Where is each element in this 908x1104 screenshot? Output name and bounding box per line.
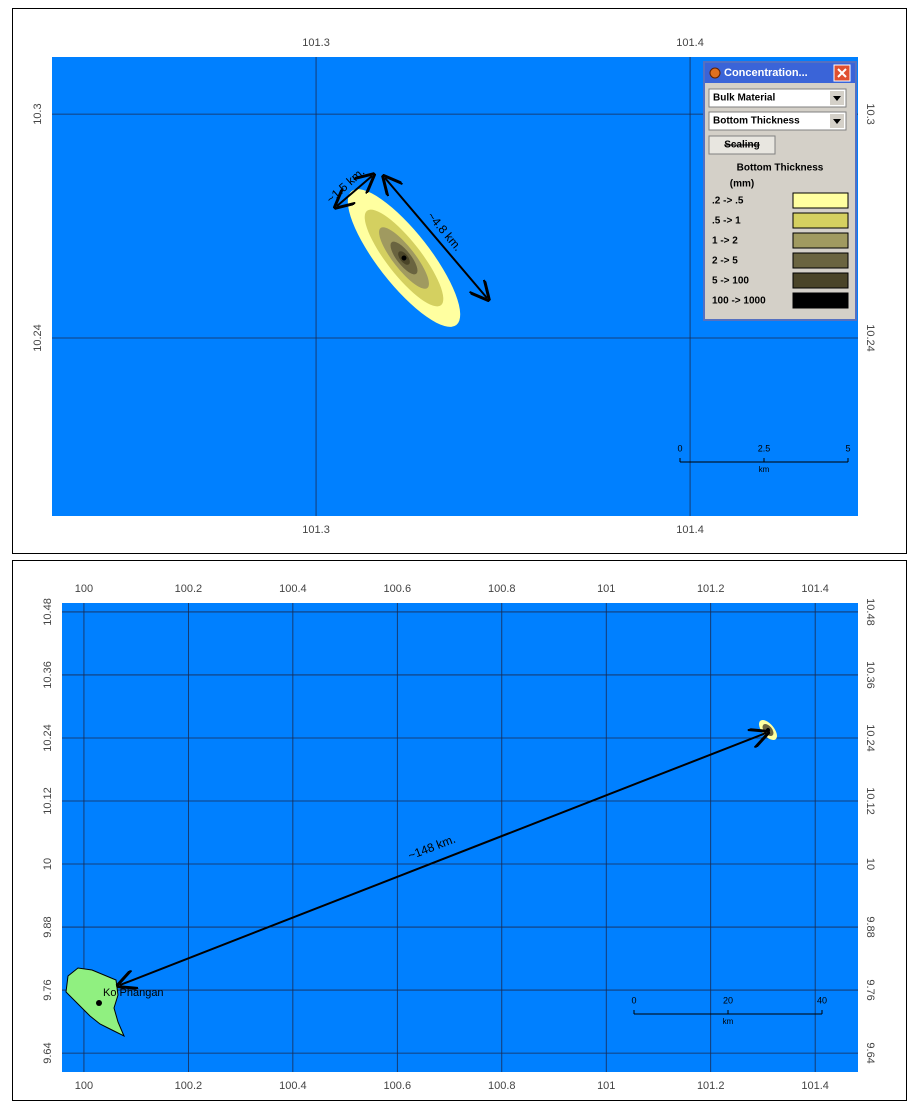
town-marker (96, 1000, 102, 1006)
x-tick-label: 100.6 (384, 583, 412, 595)
x-tick-label: 100.2 (175, 1080, 203, 1092)
x-tick-label: 101 (597, 1080, 615, 1092)
y-tick-label: 10.36 (42, 661, 54, 689)
legend-swatch (792, 212, 849, 229)
dropdown-value: Bulk Material (713, 93, 775, 104)
map-area (62, 603, 858, 1072)
x-tick-label: 100.8 (488, 583, 516, 595)
scale-label: 5 (845, 443, 850, 453)
y-tick-label: 10.24 (864, 324, 876, 352)
y-tick-label: 10.3 (32, 103, 44, 124)
legend-swatch (792, 252, 849, 269)
y-tick-label: 10.3 (864, 103, 876, 124)
legend-label: .5 -> 1 (712, 216, 741, 227)
y-tick-label: 9.64 (864, 1042, 876, 1063)
legend-heading: Bottom Thickness (737, 163, 824, 174)
place-label: Ko Phangan (103, 987, 164, 999)
island (65, 967, 125, 1038)
legend-unit: (mm) (730, 179, 754, 190)
scale-unit: km (759, 465, 770, 474)
dropdown[interactable] (708, 111, 847, 131)
y-tick-label: 10.24 (42, 724, 54, 752)
legend-label: 1 -> 2 (712, 236, 738, 247)
x-tick-label: 101.3 (302, 37, 330, 49)
legend-swatch (792, 192, 849, 209)
legend-label: .2 -> .5 (712, 196, 744, 207)
x-tick-label: 101.2 (697, 583, 725, 595)
scaling-button[interactable] (708, 135, 776, 155)
dropdown[interactable] (708, 88, 847, 108)
x-tick-label: 101.4 (801, 1080, 829, 1092)
y-tick-label: 9.88 (864, 916, 876, 937)
y-tick-label: 10 (42, 858, 54, 870)
scale-label: 0 (631, 995, 636, 1005)
legend-swatch (792, 272, 849, 289)
y-tick-label: 9.76 (42, 979, 54, 1000)
y-tick-label: 10.48 (864, 598, 876, 626)
x-tick-label: 100.4 (279, 583, 307, 595)
x-tick-label: 101.3 (302, 524, 330, 536)
legend-label: 2 -> 5 (712, 256, 738, 267)
scale-label: 40 (817, 995, 827, 1005)
y-tick-label: 9.76 (864, 979, 876, 1000)
dropdown-value: Bottom Thickness (713, 116, 800, 127)
arrow (337, 176, 372, 206)
x-tick-label: 100.2 (175, 583, 203, 595)
scale-label: 20 (723, 995, 733, 1005)
arrow (385, 178, 487, 298)
x-tick-label: 100 (75, 1080, 93, 1092)
x-tick-label: 100.6 (384, 1080, 412, 1092)
arrow (120, 733, 766, 985)
button-label: Scaling (724, 140, 760, 151)
y-tick-label: 10.48 (42, 598, 54, 626)
legend-label: 5 -> 100 (712, 276, 749, 287)
x-tick-label: 100.4 (279, 1080, 307, 1092)
y-tick-label: 10.12 (864, 787, 876, 815)
scale-label: 0 (677, 443, 682, 453)
x-tick-label: 101.4 (676, 524, 704, 536)
y-tick-label: 10.12 (42, 787, 54, 815)
legend-window: Concentration... Bulk Material Bottom Th… (703, 61, 857, 321)
x-tick-label: 101.4 (676, 37, 704, 49)
y-tick-label: 10 (864, 858, 876, 870)
y-tick-label: 9.64 (42, 1042, 54, 1063)
y-tick-label: 10.36 (864, 661, 876, 689)
scale-label: 2.5 (758, 443, 771, 453)
legend-label: 100 -> 1000 (712, 296, 766, 307)
x-tick-label: 100.8 (488, 1080, 516, 1092)
y-tick-label: 9.88 (42, 916, 54, 937)
window-title: Concentration... (724, 67, 808, 79)
scale-unit: km (723, 1017, 734, 1026)
x-tick-label: 101.4 (801, 583, 829, 595)
legend-swatch (792, 232, 849, 249)
x-tick-label: 100 (75, 583, 93, 595)
x-tick-label: 101 (597, 583, 615, 595)
y-tick-label: 10.24 (32, 324, 44, 352)
y-tick-label: 10.24 (864, 724, 876, 752)
x-tick-label: 101.2 (697, 1080, 725, 1092)
legend-swatch (792, 292, 849, 309)
